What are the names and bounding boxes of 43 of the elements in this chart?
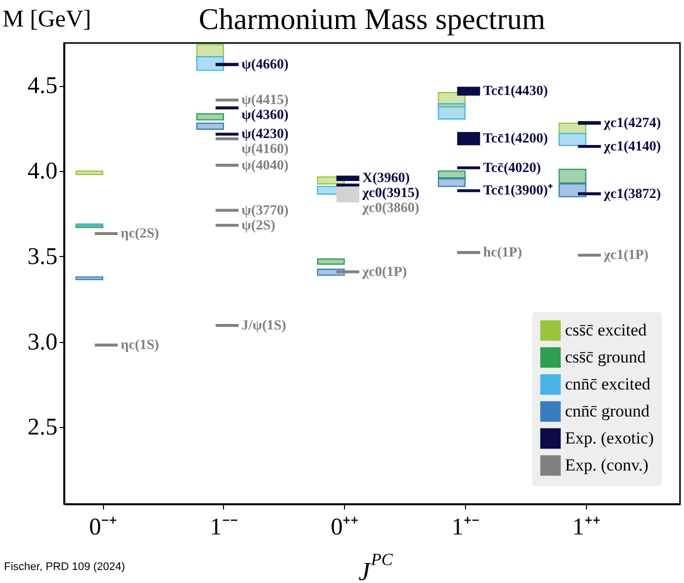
annotation: χc0(1P): [361, 264, 408, 280]
annotation: χc0(3915): [361, 186, 420, 202]
chart-title: Charmonium Mass spectrum: [198, 3, 546, 36]
legend-label: Exp. (exotic): [565, 428, 654, 448]
annotation: ηc(2S): [120, 226, 160, 242]
annotation: ψ(4415): [242, 93, 289, 108]
y-tick-label: 3.0: [28, 329, 58, 356]
x-tick-label: 0⁻⁺: [89, 514, 118, 540]
annotation: Tcc̄1(3900)⁺: [483, 184, 553, 199]
annotation: χc1(4274): [602, 116, 662, 131]
x-tick-label: 1⁻⁻: [210, 514, 238, 540]
annotation: ψ(3770): [242, 203, 289, 218]
y-tick-label: 3.5: [28, 244, 58, 270]
annotation: ψ(4040): [242, 158, 289, 174]
annotation: ψ(4160): [242, 142, 289, 158]
annotation: χc1(1P): [602, 248, 649, 264]
annotation: ψ(2S): [242, 218, 276, 234]
annotation: X(3960): [362, 171, 410, 186]
y-tick-label: 2.5: [28, 414, 58, 441]
annotation: Tcc̄1(4200): [483, 132, 548, 147]
legend-label: css̄c̄ excited: [565, 320, 648, 340]
x-tick-label: 1⁺⁻: [452, 514, 480, 540]
y-axis-title: M [GeV]: [2, 6, 92, 32]
annotation: χc1(4140): [602, 139, 662, 154]
annotation: χc0(3860): [361, 201, 420, 216]
annotation: Tcc̄1(4430): [483, 84, 548, 100]
annotation: ψ(4660): [242, 58, 289, 73]
text: Fischer, PRD 109 (2024): [4, 561, 126, 573]
annotation: χc1(3872): [602, 186, 662, 202]
annotation: ψ(4360): [242, 108, 289, 124]
annotation: ψ(4230): [242, 127, 289, 142]
y-tick-label: 4.0: [28, 158, 58, 185]
y-tick-label: 4.5: [28, 73, 58, 100]
annotation: J/ψ(1S): [242, 318, 287, 334]
x-tick-label: 1⁺⁺: [572, 514, 600, 540]
annotation: Tcc̄(4020): [483, 160, 542, 176]
legend-label: cnn̄c̄ ground: [565, 402, 650, 420]
legend-label: cnn̄c̄ excited: [565, 374, 651, 394]
legend-label: Exp. (conv.): [565, 456, 648, 474]
legend-label: css̄c̄ ground: [565, 348, 646, 366]
annotation: hc(1P): [483, 246, 522, 260]
x-tick-label: 0⁺⁺: [330, 514, 359, 540]
annotation: ηc(1S): [120, 338, 160, 354]
